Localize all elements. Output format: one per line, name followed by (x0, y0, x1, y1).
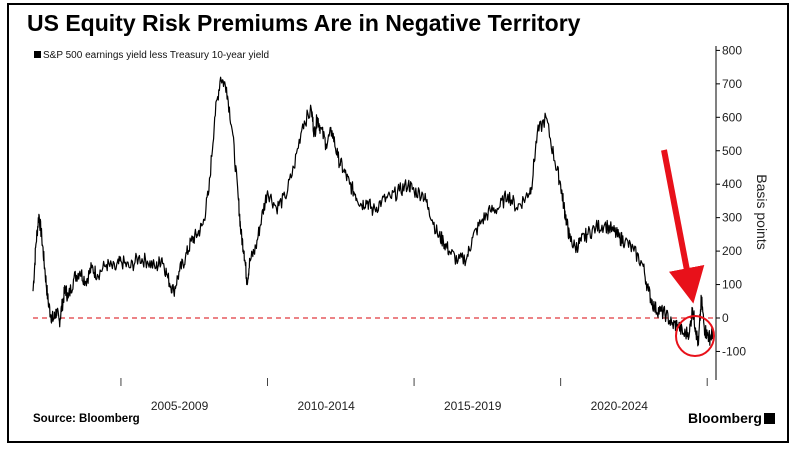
x-tick-label: 2015-2019 (444, 399, 502, 413)
legend: S&P 500 earnings yield less Treasury 10-… (34, 50, 269, 61)
y-axis-label: Basis points (754, 174, 770, 249)
series-line-0 (32, 76, 714, 347)
brand-text: Bloomberg (688, 410, 762, 426)
legend-label: S&P 500 earnings yield less Treasury 10-… (43, 50, 269, 61)
y-tick-label: 700 (722, 77, 742, 91)
y-tick-label: 200 (722, 244, 742, 258)
x-tick-label: 2005-2009 (151, 399, 209, 413)
highlight-circle (675, 315, 715, 357)
chart-frame (7, 3, 789, 443)
y-tick-label: 600 (722, 110, 742, 124)
y-tick-label: -100 (722, 344, 746, 358)
chart-title: US Equity Risk Premiums Are in Negative … (27, 10, 581, 36)
y-tick-label: 300 (722, 211, 742, 225)
y-tick-label: 100 (722, 278, 742, 292)
legend-swatch (34, 51, 41, 58)
source-note: Source: Bloomberg (33, 413, 140, 425)
y-tick-label: 400 (722, 177, 742, 191)
y-tick-label: 0 (722, 311, 729, 325)
x-tick-label: 2020-2024 (591, 399, 649, 413)
x-tick-label: 2010-2014 (297, 399, 355, 413)
bloomberg-logo: Bloomberg (688, 410, 775, 426)
bloomberg-logo-icon (763, 413, 775, 424)
y-tick-label: 500 (722, 144, 742, 158)
highlight-arrow (661, 149, 705, 304)
y-tick-label: 800 (722, 43, 742, 57)
